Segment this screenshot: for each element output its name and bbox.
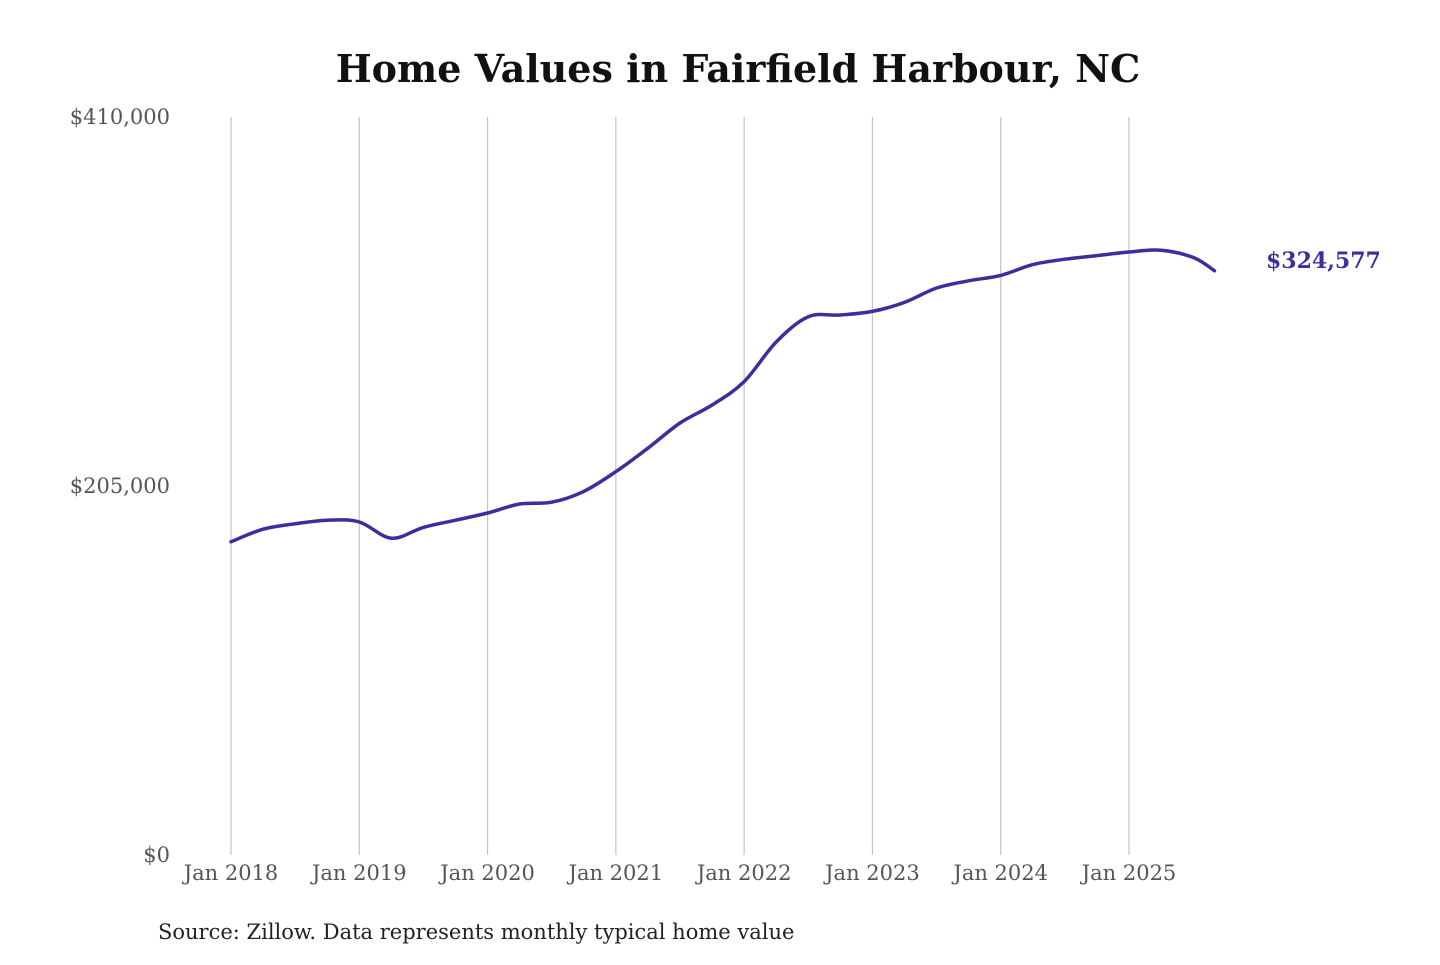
y-tick-label: $0 [143, 843, 170, 867]
gridlines [230, 117, 1130, 855]
x-tick-label: Jan 2018 [182, 861, 279, 885]
x-tick-label: Jan 2024 [951, 861, 1048, 885]
x-axis-ticks: Jan 2018 Jan 2019 Jan 2020 Jan 2021 Jan 2022… [182, 861, 1177, 885]
x-tick-label: Jan 2025 [1080, 861, 1177, 885]
x-tick-label: Jan 2021 [567, 861, 664, 885]
end-value-label: $324,577 [1266, 248, 1381, 274]
home-value-line [229, 248, 1217, 544]
y-axis-ticks: $410,000 $205,000 $0 [70, 105, 170, 867]
x-tick-label: Jan 2023 [823, 861, 920, 885]
y-tick-label: $205,000 [70, 474, 170, 498]
x-tick-label: Jan 2022 [695, 861, 792, 885]
x-tick-label: Jan 2019 [310, 861, 407, 885]
series-lines [229, 248, 1217, 544]
x-tick-label: Jan 2020 [438, 861, 535, 885]
source-note: Source: Zillow. Data represents monthly … [158, 920, 794, 944]
y-tick-label: $410,000 [70, 105, 170, 129]
chart-title: Home Values in Fairfield Harbour, NC [336, 46, 1140, 91]
